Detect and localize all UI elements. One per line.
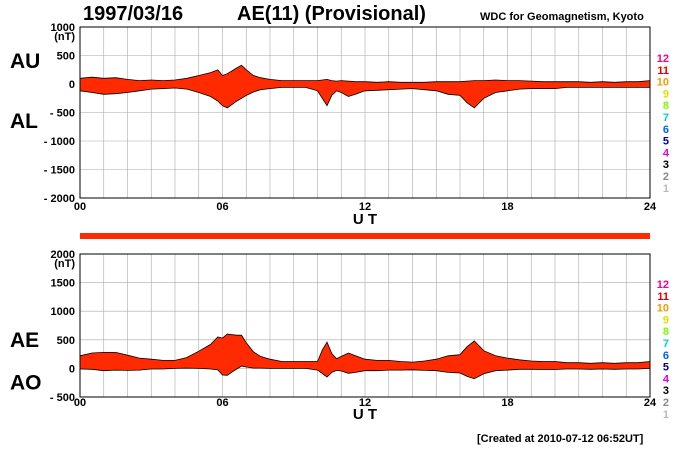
panel-2-station-count-7: 7 xyxy=(663,338,669,350)
panel-1-station-count-9: 9 xyxy=(663,88,669,100)
side-label-ae: AE xyxy=(10,329,39,352)
panel-1-x-tick-label: 18 xyxy=(501,201,513,213)
panel-1-station-count-2: 2 xyxy=(663,171,669,183)
panel-1-station-count-12: 12 xyxy=(657,53,669,65)
chart-date: 1997/03/16 xyxy=(83,3,184,25)
panel-1-y-tick-label: 500 xyxy=(57,51,75,63)
panel-2-x-axis-label: U T xyxy=(353,406,377,423)
panel-1-station-count-6: 6 xyxy=(663,124,669,136)
panel-1-x-tick-label: 12 xyxy=(359,201,371,213)
chart-title: AE(11) (Provisional) xyxy=(237,3,426,25)
panel-1-x-tick-label: 00 xyxy=(74,201,86,213)
panel-1-station-count-7: 7 xyxy=(663,112,669,124)
panel-2-station-count-4: 4 xyxy=(663,373,670,385)
panel-1-y-tick-label: - 500 xyxy=(50,108,75,120)
panel-2-y-tick-label: - 500 xyxy=(50,392,75,404)
panel-2-station-count-12: 12 xyxy=(657,279,669,291)
panel-1-y-tick-label: 1000 xyxy=(51,22,75,34)
created-timestamp: [Created at 2010-07-12 06:52UT] xyxy=(477,433,644,445)
panel-2-y-tick-label: 500 xyxy=(57,335,75,347)
panel-1-y-tick-label: - 1500 xyxy=(44,165,75,177)
side-label-al: AL xyxy=(10,110,38,133)
panel-2-station-count-8: 8 xyxy=(663,326,669,338)
panel-1-station-count-4: 4 xyxy=(663,147,670,159)
panel-2-x-tick-label: 00 xyxy=(74,397,86,409)
panel-1-x-tick-label: 06 xyxy=(216,201,228,213)
panel-2-station-count-11: 11 xyxy=(657,291,669,303)
panel-2-x-tick-label: 12 xyxy=(359,397,371,409)
panel-2-y-tick-label: 0 xyxy=(69,363,75,375)
panel-1-frame xyxy=(79,26,651,199)
panel-2-y-tick-label: 2000 xyxy=(51,249,75,261)
panel-2-upper-line xyxy=(79,333,651,364)
panel-2-y-tick-label: 1000 xyxy=(51,306,75,318)
panel-2-area-fill xyxy=(80,334,650,379)
panel-1-y-tick-label: 0 xyxy=(69,79,75,91)
panel-1-upper-line xyxy=(79,64,651,83)
side-label-ao: AO xyxy=(10,372,42,395)
panel-1-y-tick-label: - 1000 xyxy=(44,136,75,148)
panel-2-station-count-10: 10 xyxy=(657,303,669,315)
panel-1-y-tick-label: - 2000 xyxy=(44,193,75,205)
panel-2-station-count-6: 6 xyxy=(663,350,669,362)
side-label-au: AU xyxy=(10,50,40,73)
data-source-label: WDC for Geomagnetism, Kyoto xyxy=(480,11,644,23)
panel-1-station-count-3: 3 xyxy=(663,159,669,171)
panel-2-frame xyxy=(79,253,651,398)
panel-1-x-axis-label: U T xyxy=(353,211,377,228)
panel-2-x-tick-label: 06 xyxy=(216,397,228,409)
panel-1-station-count-11: 11 xyxy=(657,65,669,77)
panel-1-lower-line xyxy=(79,87,650,109)
data-coverage-bar xyxy=(80,233,650,239)
panel-2-x-tick-label: 18 xyxy=(501,397,513,409)
panel-1-station-count-5: 5 xyxy=(663,136,669,148)
panel-2-station-count-5: 5 xyxy=(663,362,669,374)
panel-1-unit-label: (nT) xyxy=(54,31,75,43)
panel-2-station-count-2: 2 xyxy=(663,397,669,409)
panel-1-x-tick-label: 24 xyxy=(644,201,657,213)
panel-2-y-tick-label: 1500 xyxy=(51,278,75,290)
panel-1-station-count-8: 8 xyxy=(663,100,669,112)
panel-2-lower-line xyxy=(79,365,651,380)
panel-2-station-count-3: 3 xyxy=(663,385,669,397)
panel-2-x-tick-label: 24 xyxy=(644,397,657,409)
panel-2-station-count-1: 1 xyxy=(663,409,669,421)
panel-1-station-count-1: 1 xyxy=(663,183,669,195)
panel-2-station-count-9: 9 xyxy=(663,314,669,326)
panel-1-station-count-10: 10 xyxy=(657,77,669,89)
panel-2-unit-label: (nT) xyxy=(54,258,75,270)
